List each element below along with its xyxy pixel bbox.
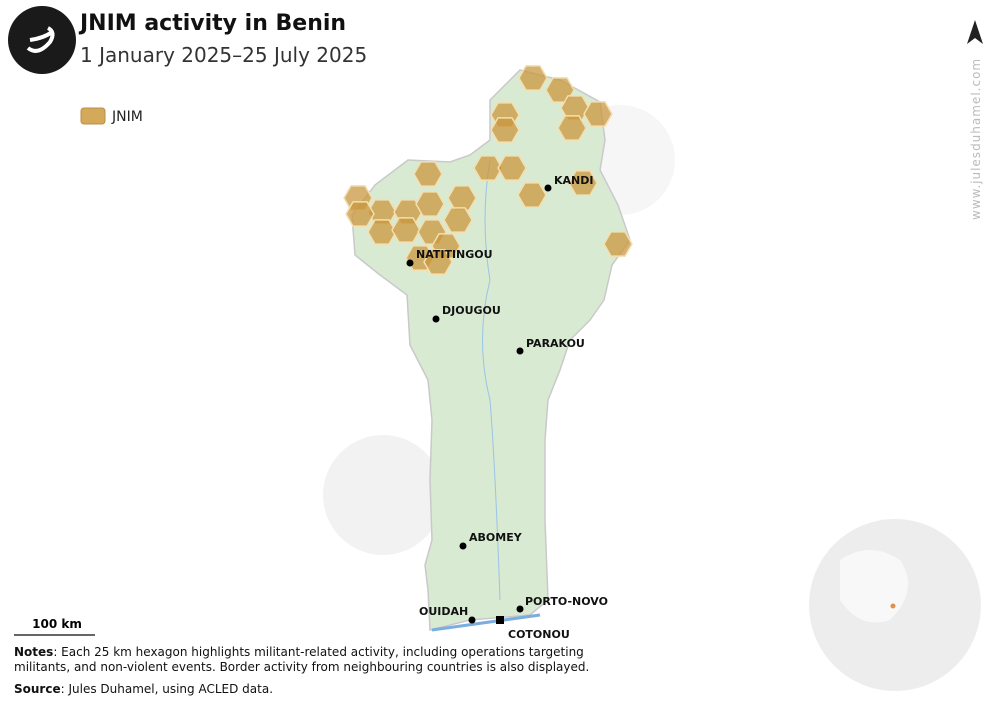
activity-hexagon: [517, 182, 547, 208]
scale-label: 100 km: [32, 617, 82, 631]
source: Source: Jules Duhamel, using ACLED data.: [14, 682, 634, 697]
logo-mark: [26, 26, 55, 53]
notes-label: Notes: [14, 645, 54, 659]
notes: Notes: Each 25 km hexagon highlights mil…: [14, 645, 634, 675]
activity-hexagon: [447, 185, 477, 211]
activity-hexagon: [345, 201, 375, 227]
capital-marker: [496, 616, 504, 624]
city-dot: [432, 315, 440, 323]
source-label: Source: [14, 682, 61, 696]
legend-swatch: [80, 107, 106, 125]
city-label: PORTO-NOVO: [525, 595, 608, 608]
north-arrow: [967, 20, 983, 44]
notes-text: : Each 25 km hexagon highlights militant…: [14, 645, 590, 674]
activity-hexagon: [413, 161, 443, 187]
source-text: : Jules Duhamel, using ACLED data.: [60, 682, 274, 696]
coast: [431, 613, 541, 632]
cities: KANDI NATITINGOU DJOUGOU PARAKOU ABOMEY …: [406, 174, 608, 641]
activity-hexagon: [490, 117, 520, 143]
city-label: DJOUGOU: [442, 304, 501, 317]
city-label: OUIDAH: [419, 605, 468, 618]
watermark-text: www.julesduhamel.com: [969, 58, 983, 220]
city-dot: [406, 259, 414, 267]
activity-hexagon: [367, 219, 397, 245]
globe-marker: [890, 603, 896, 609]
subtitle: 1 January 2025–25 July 2025: [80, 43, 367, 67]
city-label: PARAKOU: [526, 337, 585, 350]
activity-hexagon: [557, 115, 587, 141]
activity-hexagon: [518, 65, 548, 91]
city-dot: [459, 542, 467, 550]
hexagons: [343, 65, 633, 275]
city-dot: [468, 616, 476, 624]
activity-hexagon: [391, 217, 421, 243]
activity-hexagon: [583, 101, 613, 127]
city-label: NATITINGOU: [416, 248, 493, 261]
city-dot: [516, 347, 524, 355]
activity-hexagon: [568, 170, 598, 196]
legend-label: JNIM: [111, 109, 143, 125]
city-label: COTONOU: [508, 628, 570, 641]
city-label: KANDI: [554, 174, 593, 187]
activity-hexagon: [603, 231, 633, 257]
title: JNIM activity in Benin: [78, 11, 346, 36]
activity-hexagon: [415, 191, 445, 217]
logo: [8, 6, 76, 74]
city-dot: [544, 184, 552, 192]
globe-land: [840, 550, 908, 623]
activity-hexagon: [443, 207, 473, 233]
river: [482, 159, 501, 601]
watermark-circle: [323, 435, 443, 555]
city-dot: [516, 605, 524, 613]
activity-hexagon: [473, 155, 503, 181]
activity-hexagon: [423, 249, 453, 275]
activity-hexagon: [497, 155, 527, 181]
city-label: ABOMEY: [469, 531, 523, 544]
